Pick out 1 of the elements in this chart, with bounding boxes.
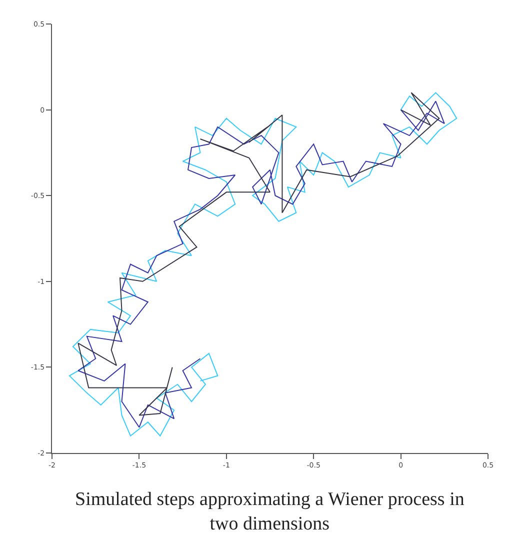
text: Simulated steps approximating a Wiener process in two dimensions — [75, 489, 465, 535]
